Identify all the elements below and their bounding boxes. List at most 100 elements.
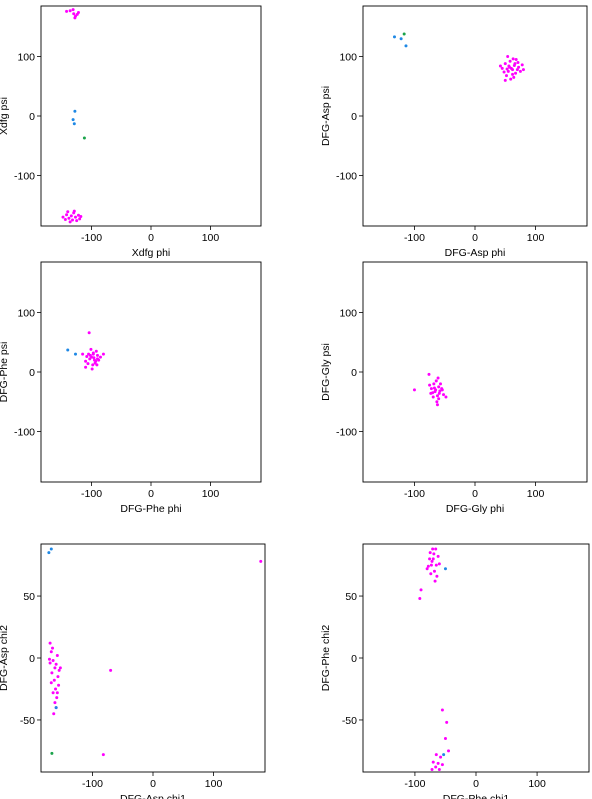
data-point (47, 657, 51, 661)
data-point (75, 219, 79, 223)
data-point (506, 55, 510, 59)
data-point (82, 136, 86, 140)
data-point (437, 391, 441, 395)
x-tick-label: -100 (404, 232, 425, 244)
data-point (436, 554, 440, 558)
data-point (431, 547, 435, 551)
x-axis-label: Xdfg phi (132, 247, 171, 259)
data-point (445, 720, 449, 724)
data-point (95, 357, 99, 361)
data-point (78, 217, 82, 221)
data-point (101, 753, 105, 757)
data-point (437, 562, 441, 566)
y-tick-label: 0 (351, 111, 357, 123)
data-point (73, 215, 77, 219)
data-point (72, 122, 76, 126)
data-point (505, 67, 509, 71)
data-point (402, 32, 406, 36)
data-point (76, 11, 80, 15)
x-tick-label: 0 (472, 488, 478, 500)
y-tick-label: -50 (20, 715, 35, 727)
data-point (434, 547, 438, 551)
x-tick-label: 100 (202, 232, 220, 244)
data-point (433, 579, 437, 583)
data-point (412, 388, 416, 392)
data-point (94, 349, 98, 353)
data-point (503, 62, 507, 66)
x-tick-label: 100 (528, 778, 546, 790)
data-point (432, 552, 436, 556)
x-tick-label: 0 (148, 488, 154, 500)
data-point (66, 210, 70, 214)
data-point (503, 78, 507, 82)
data-point (433, 390, 437, 394)
data-point (502, 70, 506, 74)
data-point (432, 386, 436, 390)
data-point (88, 357, 92, 361)
data-point (72, 209, 76, 213)
data-point (512, 75, 516, 79)
data-point (91, 363, 95, 367)
data-point (54, 706, 58, 710)
data-point (418, 597, 422, 601)
scatter-panel-6: -100 0 100 -50 0 50 DFG-Phe chi1 DFG-Phe chi2 (320, 543, 590, 799)
data-point (442, 393, 446, 397)
y-tick-label: -100 (14, 426, 35, 438)
data-point (52, 712, 56, 716)
data-point (437, 397, 441, 401)
data-point (48, 641, 52, 645)
data-point (55, 654, 59, 658)
scatter-panel-1: -100 0 100 -100 0 100 Xdfg phi Xdfg psi (0, 5, 262, 259)
data-point (67, 216, 71, 220)
data-point (73, 109, 77, 113)
data-point (431, 760, 435, 764)
data-point (438, 382, 442, 386)
data-point (515, 68, 519, 72)
data-point (54, 662, 58, 666)
data-point (434, 753, 438, 757)
x-tick-label: 0 (472, 232, 478, 244)
data-point (52, 678, 56, 682)
data-point (71, 8, 75, 12)
y-tick-label: -100 (14, 170, 35, 182)
data-point (48, 661, 52, 665)
data-point (506, 69, 510, 73)
y-tick-label: -100 (336, 170, 357, 182)
data-point (520, 63, 524, 67)
data-point (504, 74, 508, 78)
data-point (65, 213, 69, 217)
data-point (428, 557, 432, 561)
data-point (435, 394, 439, 398)
data-point (71, 118, 75, 122)
data-point (431, 557, 435, 561)
data-point (57, 683, 61, 687)
data-point (49, 650, 53, 654)
data-point (429, 563, 433, 567)
plot-frame (362, 5, 588, 227)
data-point (51, 691, 55, 695)
data-point (444, 395, 448, 399)
data-point (508, 65, 512, 69)
data-point (404, 44, 408, 48)
y-tick-label: 0 (351, 367, 357, 379)
data-point (79, 214, 83, 218)
data-point (439, 755, 443, 759)
scatter-panel-5: -100 0 100 -50 0 50 DFG-Asp chi1 DFG-Asp chi2 (0, 543, 266, 799)
y-tick-label: -50 (342, 715, 357, 727)
data-point (434, 563, 438, 567)
data-point (66, 348, 70, 352)
data-point (428, 551, 432, 555)
x-tick-label: 0 (473, 778, 479, 790)
data-point (73, 352, 77, 356)
data-point (511, 68, 515, 72)
data-point (72, 12, 76, 16)
data-point (442, 753, 446, 757)
data-point (69, 214, 73, 218)
data-point (86, 362, 90, 366)
plot-frame (40, 543, 266, 773)
data-point (429, 572, 433, 576)
data-point (430, 559, 434, 563)
data-point (55, 696, 59, 700)
data-point (98, 355, 102, 359)
x-tick-label: 100 (527, 232, 545, 244)
